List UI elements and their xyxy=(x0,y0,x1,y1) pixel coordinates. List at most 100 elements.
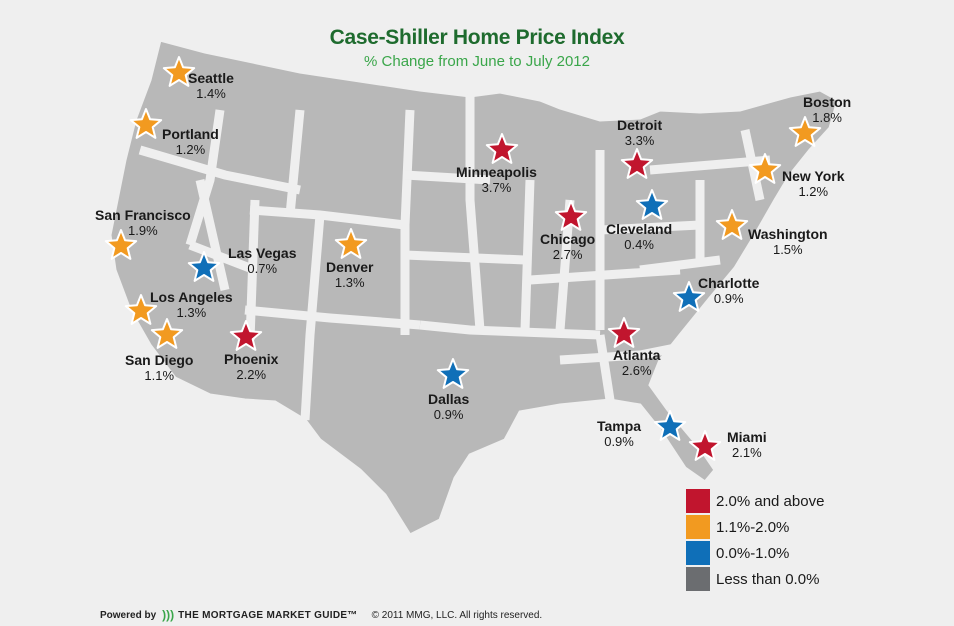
city-label-charlotte: Charlotte 0.9% xyxy=(698,275,760,307)
star-icon-washington xyxy=(715,209,749,240)
city-value: 1.2% xyxy=(175,142,206,157)
legend-item-orange: 1.1%-2.0% xyxy=(686,514,824,540)
city-name: New York xyxy=(782,168,845,184)
city-label-phoenix: Phoenix 2.2% xyxy=(224,351,279,383)
city-name: Detroit xyxy=(617,117,663,133)
legend-item-blue: 0.0%-1.0% xyxy=(686,540,824,566)
city-value: 2.2% xyxy=(236,367,267,382)
legend-label: Less than 0.0% xyxy=(716,570,820,588)
star-icon-boston xyxy=(788,116,822,147)
powered-by-text: Powered by xyxy=(100,609,157,621)
city-label-seattle: Seattle 1.4% xyxy=(188,70,234,102)
city-label-las-vegas: Las Vegas 0.7% xyxy=(228,245,297,277)
state-borders xyxy=(138,96,771,421)
star-icon-portland xyxy=(129,108,163,139)
city-name: Boston xyxy=(803,94,852,110)
copyright-text: © 2011 MMG, LLC. All rights reserved. xyxy=(371,609,543,621)
legend-swatch xyxy=(686,541,710,565)
city-value: 0.4% xyxy=(624,237,654,252)
city-value: 2.1% xyxy=(732,445,762,460)
city-label-new-york: New York 1.2% xyxy=(782,168,845,200)
city-name: Atlanta xyxy=(613,347,661,363)
city-value: 0.9% xyxy=(604,434,634,449)
city-label-washington: Washington 1.5% xyxy=(748,226,828,258)
city-label-dallas: Dallas 0.9% xyxy=(428,391,470,423)
city-value: 1.9% xyxy=(128,223,158,238)
star-icon-detroit xyxy=(620,148,654,179)
city-name: Denver xyxy=(326,259,374,275)
city-label-los-angeles: Los Angeles 1.3% xyxy=(150,289,233,321)
city-label-boston: Boston 1.8% xyxy=(803,94,852,126)
city-value: 1.1% xyxy=(144,368,175,383)
star-icon-chicago xyxy=(554,200,588,231)
city-value: 1.3% xyxy=(334,275,365,290)
city-name: Portland xyxy=(162,126,219,142)
brand-name: THE MORTGAGE MARKET GUIDE™ xyxy=(178,609,358,621)
star-icon-los-angeles xyxy=(124,294,158,325)
city-name: Cleveland xyxy=(606,221,673,237)
city-name: Charlotte xyxy=(698,275,760,291)
chart-title: Case-Shiller Home Price Index xyxy=(329,26,625,49)
city-value: 1.4% xyxy=(196,86,226,101)
star-icon-cleveland xyxy=(635,189,669,220)
city-value: 3.7% xyxy=(481,180,512,195)
star-icon-san-francisco xyxy=(104,229,138,260)
legend-item-red: 2.0% and above xyxy=(686,488,824,514)
city-label-cleveland: Cleveland 0.4% xyxy=(606,221,673,253)
city-value: 1.3% xyxy=(176,305,207,320)
city-value: 0.9% xyxy=(713,291,744,306)
city-label-san-diego: San Diego 1.1% xyxy=(125,352,194,384)
legend-label: 0.0%-1.0% xyxy=(716,544,790,562)
city-label-san-francisco: San Francisco 1.9% xyxy=(95,207,191,239)
city-label-atlanta: Atlanta 2.6% xyxy=(613,347,661,379)
star-icon-miami xyxy=(688,430,722,461)
legend-label: 2.0% and above xyxy=(716,492,825,510)
city-label-detroit: Detroit 3.3% xyxy=(617,117,663,149)
city-name: Tampa xyxy=(597,418,642,434)
city-name: San Francisco xyxy=(95,207,191,223)
city-value: 0.7% xyxy=(247,261,278,276)
legend-swatch xyxy=(686,515,710,539)
city-name: Phoenix xyxy=(224,351,279,367)
legend-label: 1.1%-2.0% xyxy=(716,518,790,536)
city-label-tampa: Tampa 0.9% xyxy=(597,418,642,450)
city-value: 2.6% xyxy=(621,363,652,378)
footer: Powered by ))) THE MORTGAGE MARKET GUIDE… xyxy=(100,608,542,622)
city-name: San Diego xyxy=(125,352,194,368)
city-label-miami: Miami 2.1% xyxy=(727,429,767,461)
star-icon-las-vegas xyxy=(187,251,221,282)
star-icon-phoenix xyxy=(229,320,263,351)
city-label-chicago: Chicago 2.7% xyxy=(540,231,596,263)
star-icon-san-diego xyxy=(150,318,184,349)
mmg-logo-icon: ))) xyxy=(162,608,175,622)
star-icon-dallas xyxy=(436,358,470,389)
city-value: 1.8% xyxy=(812,110,842,125)
city-name: Dallas xyxy=(428,391,470,407)
city-value: 3.3% xyxy=(624,133,655,148)
star-icon-new-york xyxy=(748,153,782,184)
legend-item-gray: Less than 0.0% xyxy=(686,566,824,592)
city-value: 1.5% xyxy=(772,242,803,257)
legend: 2.0% and above 1.1%-2.0% 0.0%-1.0% Less … xyxy=(686,488,824,592)
legend-swatch xyxy=(686,489,710,513)
chart-subtitle: % Change from June to July 2012 xyxy=(364,53,590,70)
city-name: Chicago xyxy=(540,231,596,247)
city-name: Seattle xyxy=(188,70,234,86)
city-value: 2.7% xyxy=(552,247,583,262)
city-label-denver: Denver 1.3% xyxy=(326,259,374,291)
city-name: Los Angeles xyxy=(150,289,233,305)
city-name: Miami xyxy=(727,429,767,445)
star-icon-seattle xyxy=(162,56,196,87)
star-icon-atlanta xyxy=(607,317,641,348)
star-icon-charlotte xyxy=(672,281,706,312)
city-label-minneapolis: Minneapolis 3.7% xyxy=(456,164,537,196)
city-value: 0.9% xyxy=(433,407,464,422)
city-name: Washington xyxy=(748,226,828,242)
city-name: Las Vegas xyxy=(228,245,297,261)
city-label-portland: Portland 1.2% xyxy=(162,126,219,158)
legend-swatch xyxy=(686,567,710,591)
star-icon-tampa xyxy=(653,410,687,441)
city-name: Minneapolis xyxy=(456,164,537,180)
